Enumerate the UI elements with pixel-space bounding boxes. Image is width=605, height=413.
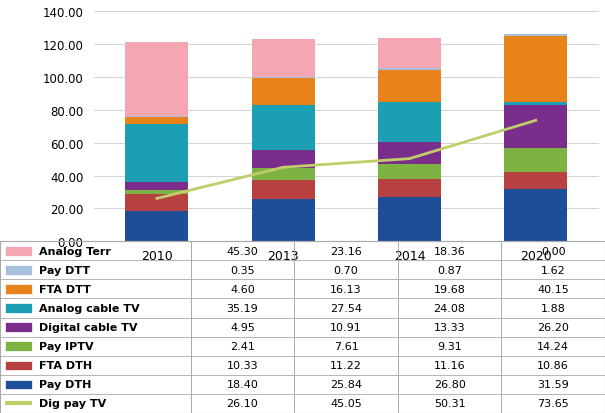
Text: 10.91: 10.91 [330, 322, 362, 332]
Text: 27.54: 27.54 [330, 303, 362, 313]
Bar [252, 169, 315, 181]
Bar [5, 285, 32, 294]
Bar [5, 304, 32, 313]
Text: Pay DTH: Pay DTH [39, 380, 92, 389]
Bar [378, 71, 441, 103]
Text: 35.19: 35.19 [226, 303, 258, 313]
Bar [125, 211, 189, 242]
Text: 26.10: 26.10 [226, 399, 258, 408]
Text: 0.35: 0.35 [230, 265, 255, 275]
Text: 2.41: 2.41 [230, 342, 255, 351]
Text: 10.86: 10.86 [537, 361, 569, 370]
Text: FTA DTT: FTA DTT [39, 284, 91, 294]
Text: Analog Terr: Analog Terr [39, 246, 111, 256]
Bar [5, 361, 32, 370]
Text: 1.88: 1.88 [541, 303, 566, 313]
Text: 13.33: 13.33 [434, 322, 465, 332]
Text: 24.08: 24.08 [434, 303, 466, 313]
Text: 73.65: 73.65 [537, 399, 569, 408]
Bar [252, 199, 315, 242]
Text: Pay DTT: Pay DTT [39, 265, 91, 275]
Bar [252, 79, 315, 105]
Bar [504, 103, 567, 106]
Bar [252, 181, 315, 199]
Text: 10.33: 10.33 [226, 361, 258, 370]
Bar [5, 342, 32, 351]
Bar [378, 164, 441, 180]
Bar [378, 69, 441, 71]
Text: Analog cable TV: Analog cable TV [39, 303, 140, 313]
Bar [252, 151, 315, 169]
Bar [125, 125, 189, 183]
Bar [504, 106, 567, 149]
Text: 11.16: 11.16 [434, 361, 465, 370]
Bar [378, 180, 441, 198]
Bar [252, 78, 315, 79]
Text: 25.84: 25.84 [330, 380, 362, 389]
Text: 23.16: 23.16 [330, 246, 362, 256]
Bar [252, 105, 315, 151]
Bar [5, 323, 32, 332]
Text: FTA DTH: FTA DTH [39, 361, 93, 370]
Text: 19.68: 19.68 [434, 284, 465, 294]
Text: 18.40: 18.40 [226, 380, 258, 389]
Text: 0.70: 0.70 [333, 265, 358, 275]
Text: 16.13: 16.13 [330, 284, 362, 294]
Text: 11.22: 11.22 [330, 361, 362, 370]
Text: 26.20: 26.20 [537, 322, 569, 332]
Text: 4.95: 4.95 [230, 322, 255, 332]
Text: 14.24: 14.24 [537, 342, 569, 351]
Bar [125, 195, 189, 211]
Text: 0.87: 0.87 [437, 265, 462, 275]
Text: 50.31: 50.31 [434, 399, 465, 408]
Text: 1.62: 1.62 [541, 265, 566, 275]
Bar [5, 247, 32, 256]
Text: 40.15: 40.15 [537, 284, 569, 294]
Text: 45.30: 45.30 [226, 246, 258, 256]
Bar [378, 39, 441, 69]
Bar [125, 43, 189, 117]
Bar [5, 266, 32, 275]
Text: 0.00: 0.00 [541, 246, 566, 256]
Text: 9.31: 9.31 [437, 342, 462, 351]
Bar [125, 191, 189, 195]
Text: Digital cable TV: Digital cable TV [39, 322, 138, 332]
Bar [504, 37, 567, 103]
Text: 45.05: 45.05 [330, 399, 362, 408]
Bar [252, 40, 315, 78]
Text: 31.59: 31.59 [537, 380, 569, 389]
Bar [378, 103, 441, 142]
Bar [378, 142, 441, 164]
Bar [125, 117, 189, 125]
Bar [504, 190, 567, 242]
Bar [504, 149, 567, 172]
Bar [378, 198, 441, 242]
Text: Dig pay TV: Dig pay TV [39, 399, 106, 408]
Text: 26.80: 26.80 [434, 380, 465, 389]
Text: 18.36: 18.36 [434, 246, 465, 256]
Text: 4.60: 4.60 [230, 284, 255, 294]
Bar [5, 380, 32, 389]
Text: Pay IPTV: Pay IPTV [39, 342, 94, 351]
Bar [125, 183, 189, 191]
Bar [504, 172, 567, 190]
Text: 7.61: 7.61 [333, 342, 358, 351]
Bar [504, 34, 567, 37]
